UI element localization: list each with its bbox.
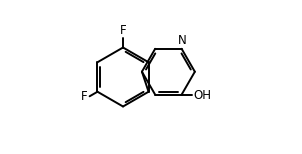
Text: F: F — [81, 90, 88, 103]
Text: OH: OH — [193, 89, 211, 102]
Text: N: N — [178, 34, 187, 47]
Text: F: F — [120, 24, 126, 37]
